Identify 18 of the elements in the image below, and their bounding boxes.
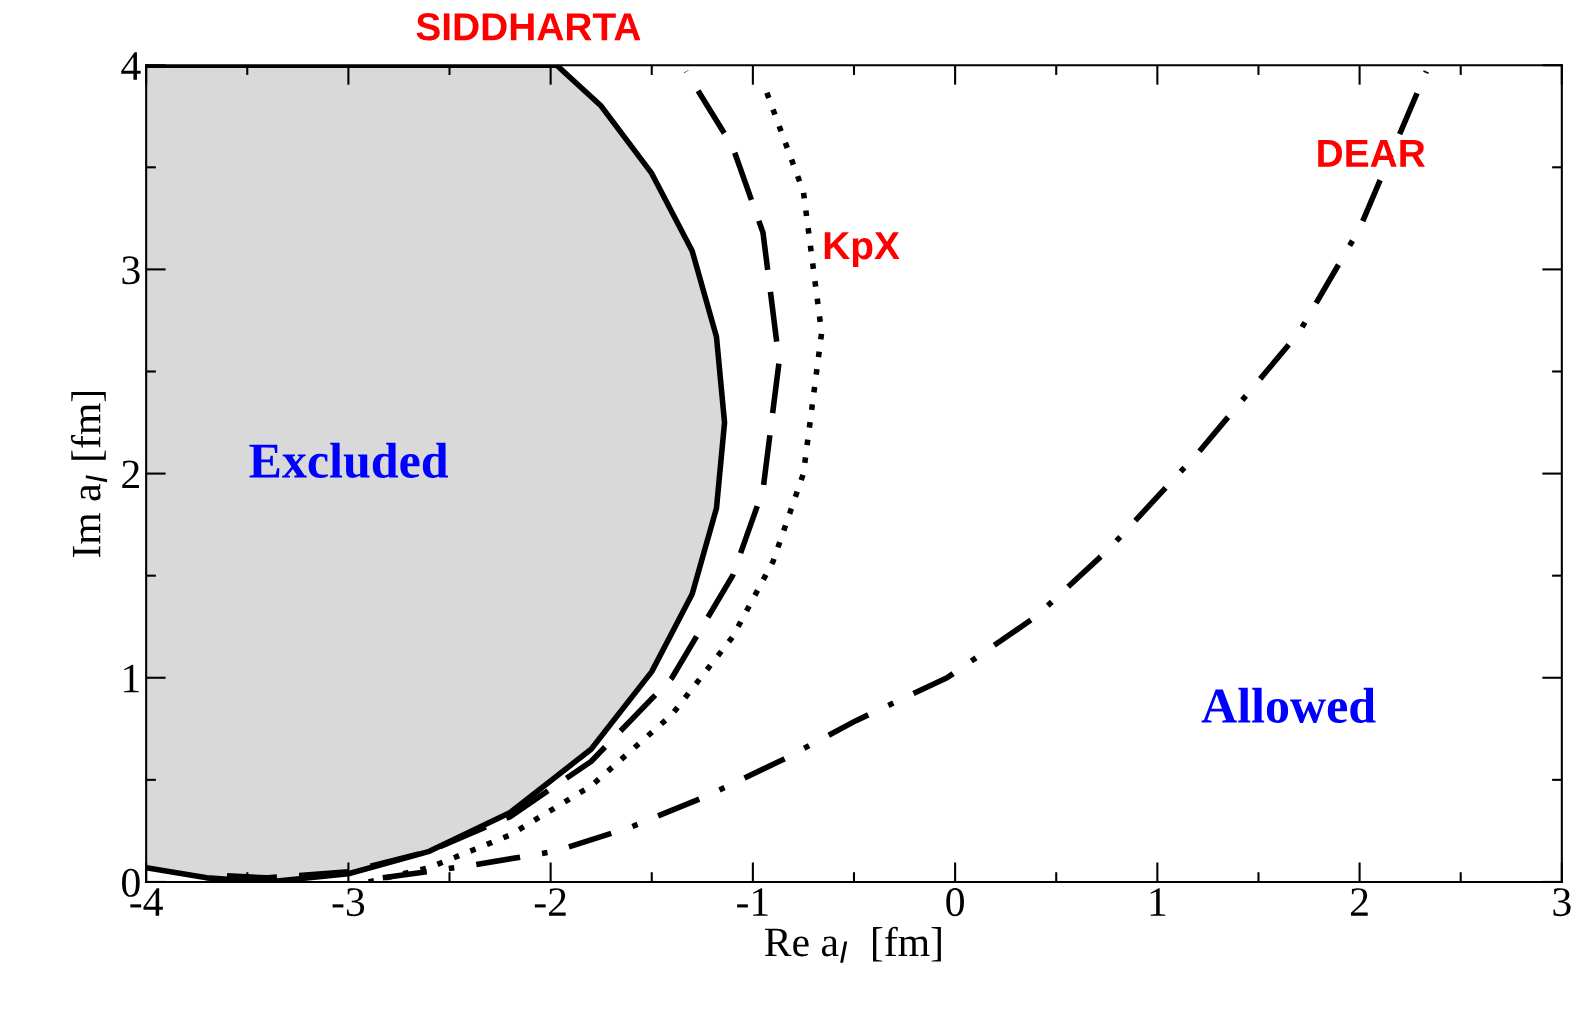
- x-tick-label: -3: [332, 888, 365, 917]
- x-tick-label: -1: [737, 888, 768, 916]
- x-tick-label: 0: [946, 888, 964, 917]
- y-tick-label: 4: [121, 52, 141, 80]
- text: SIDDHARTA: [416, 13, 641, 41]
- annotation: DEAR: [1318, 139, 1426, 167]
- annotation: KpX: [824, 232, 900, 268]
- y-tick-label: 1: [124, 664, 139, 693]
- x-tick-label: -2: [534, 888, 566, 916]
- annotation: Excluded: [249, 442, 449, 479]
- y-tick-label: 2: [122, 460, 139, 489]
- x-tick-label: 1: [1150, 888, 1166, 916]
- annotation: Allowed: [1201, 687, 1376, 723]
- y-axis-title: Im a$_{I}$ [fm]: [70, 391, 108, 558]
- x-tick-label: 3: [1553, 888, 1571, 917]
- x-tick-label: 2: [1351, 888, 1368, 916]
- y-tick-label: 3: [122, 256, 140, 285]
- x-axis-title: Re a$_{I}$ [fm]: [764, 926, 941, 963]
